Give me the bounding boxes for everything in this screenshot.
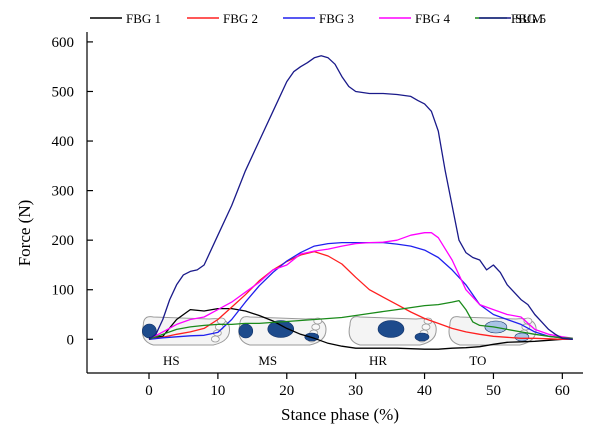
y-tick-label: 100: [52, 283, 75, 299]
y-tick-label: 400: [52, 134, 75, 150]
y-tick-label: 600: [52, 35, 75, 51]
x-axis-title: Stance phase (%): [281, 405, 399, 424]
pressure-region: [414, 332, 430, 342]
plot-lines: [148, 55, 573, 350]
legend-label: FBG 4: [415, 11, 451, 26]
pressure-region: [377, 320, 405, 338]
legend-label: FBG 2: [223, 11, 258, 26]
x-tick-label: 20: [279, 383, 294, 399]
x-tick-label: 10: [210, 383, 225, 399]
phase-label-to: TO: [469, 353, 486, 368]
legend-item-fbg-1: FBG 1: [90, 11, 161, 26]
x-tick-label: 30: [348, 383, 363, 399]
pressure-region: [267, 320, 295, 338]
series-line-sum: [148, 55, 573, 340]
pressure-region: [514, 332, 530, 342]
axes: 0 100 200 300 400 500 600 0 10 20 30 40 50 60: [52, 32, 583, 399]
series-line-fbg-4: [148, 232, 573, 340]
x-tick-label: 40: [417, 383, 432, 399]
toe-shape: [421, 323, 431, 331]
y-axis-title: Force (N): [15, 200, 34, 267]
legend-label: FBG 5: [511, 11, 546, 26]
y-tick-label: 500: [52, 84, 75, 100]
legend-label: FBG 3: [319, 11, 354, 26]
series-line-fbg-2: [148, 250, 573, 340]
legend-item-fbg-2: FBG 2: [187, 11, 258, 26]
legend-item-sum: SUM: [479, 11, 544, 26]
foot-ms: MS: [238, 316, 327, 368]
x-tick-label: 50: [486, 383, 501, 399]
legend-item-fbg-3: FBG 3: [283, 11, 354, 26]
y-tick-label: 300: [52, 184, 75, 200]
toe-shape: [311, 323, 321, 331]
legend-label: SUM: [515, 11, 544, 26]
pressure-region: [238, 323, 254, 339]
phase-label-hr: HR: [369, 353, 387, 368]
toe-shape: [210, 335, 220, 343]
x-tick-label: 60: [555, 383, 570, 399]
legend-label: FBG 1: [126, 11, 161, 26]
series-line-fbg-5: [148, 299, 573, 340]
phase-label-ms: MS: [258, 353, 277, 368]
legend-item-fbg-4: FBG 4: [379, 11, 451, 26]
y-tick-label: 0: [67, 332, 75, 348]
foot-hr: HR: [348, 316, 437, 368]
phase-label-hs: HS: [163, 353, 180, 368]
x-tick-label: 0: [145, 383, 153, 399]
y-tick-label: 200: [52, 233, 75, 249]
